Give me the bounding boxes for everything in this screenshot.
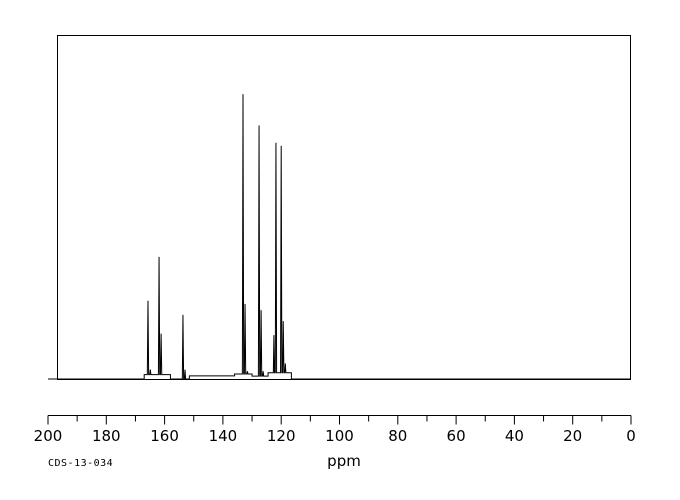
x-axis-tick-label: 160 <box>150 427 179 445</box>
x-axis-title: ppm <box>327 452 361 470</box>
x-axis-ticks <box>47 415 632 425</box>
x-axis-tick-label: 120 <box>267 427 296 445</box>
x-axis-tick-label: 180 <box>92 427 121 445</box>
sample-code-label: CDS-13-034 <box>48 458 113 469</box>
plot-frame <box>57 35 631 380</box>
x-axis-tick-labels: 200 180 160 140 120 100 80 60 40 20 0 <box>34 427 636 445</box>
x-axis-tick-label: 60 <box>447 427 466 445</box>
spectrum-trace <box>48 94 631 380</box>
x-axis-tick-label: 140 <box>209 427 238 445</box>
x-axis-tick-label: 20 <box>563 427 582 445</box>
x-axis-tick-label: 100 <box>325 427 354 445</box>
x-axis-tick-label: 80 <box>388 427 407 445</box>
x-axis-tick-label: 0 <box>626 427 636 445</box>
x-axis-tick-label: 40 <box>505 427 524 445</box>
x-axis-tick-label: 200 <box>34 427 63 445</box>
